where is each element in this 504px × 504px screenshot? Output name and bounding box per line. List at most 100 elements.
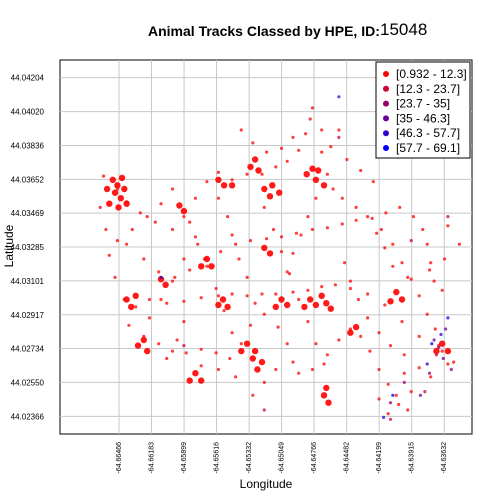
legend-marker — [383, 145, 389, 151]
data-point — [440, 349, 444, 353]
data-point — [170, 349, 175, 353]
data-point — [278, 296, 285, 303]
data-point — [352, 323, 360, 331]
data-point — [130, 227, 134, 232]
data-point — [271, 227, 276, 232]
data-point — [266, 250, 274, 257]
data-point — [306, 288, 310, 292]
y-tick-label: 44.03652 — [11, 175, 45, 184]
data-point — [248, 239, 253, 243]
x-tick-label: -64.66183 — [148, 442, 155, 474]
data-point — [354, 218, 358, 222]
series-5 — [159, 95, 443, 419]
data-point — [192, 370, 199, 377]
data-point — [301, 303, 308, 311]
data-point — [219, 250, 223, 254]
data-point — [238, 347, 245, 355]
data-point — [433, 347, 440, 355]
data-point — [184, 351, 188, 355]
series-2 — [182, 135, 450, 421]
data-point — [182, 299, 186, 303]
data-point — [425, 312, 429, 316]
x-tick-label: -64.64199 — [376, 442, 383, 474]
data-point — [215, 176, 222, 183]
data-point — [226, 215, 230, 219]
legend-marker — [383, 115, 389, 122]
series-4 — [418, 327, 448, 397]
x-tick-label: -64.65899 — [181, 442, 188, 474]
data-point — [237, 257, 241, 261]
y-tick-label: 44.03101 — [11, 277, 45, 286]
x-tick-label: -64.64766 — [311, 442, 318, 474]
data-point — [377, 397, 381, 401]
data-point — [393, 288, 400, 296]
data-point — [386, 412, 390, 416]
data-point — [251, 141, 255, 145]
data-point — [153, 220, 157, 224]
data-point — [417, 366, 421, 370]
data-point — [132, 292, 139, 299]
data-point — [266, 193, 274, 200]
data-point — [356, 297, 360, 302]
data-point — [205, 180, 209, 184]
y-tick-labels: 44.04204 44.04020 44.03836 44.03652 44.03469… — [11, 74, 45, 422]
data-point — [427, 371, 432, 375]
data-point — [230, 233, 234, 237]
data-point — [157, 270, 161, 274]
data-point — [279, 235, 284, 239]
data-point — [423, 390, 427, 394]
data-point — [402, 380, 406, 384]
data-point — [170, 187, 175, 191]
data-point — [98, 205, 102, 209]
data-point — [425, 362, 429, 366]
data-point — [323, 384, 330, 392]
data-point — [216, 170, 220, 174]
data-point — [182, 257, 186, 261]
data-point — [402, 353, 406, 357]
data-point — [104, 227, 108, 232]
data-point — [134, 342, 142, 349]
data-point — [109, 176, 117, 183]
data-point — [284, 301, 291, 309]
data-point — [337, 135, 341, 139]
data-point — [340, 196, 344, 200]
data-point — [193, 235, 197, 239]
data-point — [157, 342, 161, 346]
data-point — [188, 268, 192, 272]
data-point — [127, 323, 131, 327]
x-tick-label: -64.64482 — [344, 442, 351, 474]
legend-label: [46.3 - 57.7] — [396, 126, 460, 140]
data-point — [245, 172, 249, 176]
data-point — [220, 182, 228, 189]
data-point — [291, 290, 295, 294]
legend-label: [23.7 - 35] — [396, 97, 450, 111]
data-point — [118, 174, 126, 182]
data-point — [402, 371, 406, 375]
data-point — [386, 382, 390, 386]
data-point — [269, 182, 276, 189]
y-tick-label: 44.02917 — [11, 311, 45, 320]
legend-box — [375, 61, 471, 159]
data-point — [418, 393, 422, 397]
data-point — [312, 301, 320, 309]
data-point — [421, 227, 425, 232]
data-point — [318, 292, 325, 299]
data-point — [306, 320, 310, 324]
y-axis-title: Latitude — [2, 224, 16, 267]
data-point — [370, 216, 374, 220]
data-point — [230, 292, 234, 296]
data-point — [409, 239, 413, 243]
data-point — [234, 375, 238, 379]
data-point — [214, 351, 218, 355]
data-point — [251, 347, 259, 355]
data-point — [103, 185, 111, 193]
data-point — [254, 366, 261, 373]
data-point — [434, 353, 438, 357]
data-point — [144, 347, 151, 355]
data-point — [125, 242, 129, 246]
data-point — [114, 182, 121, 189]
data-point — [147, 297, 152, 302]
y-tick-label: 44.04204 — [11, 74, 45, 83]
data-point — [391, 393, 395, 397]
data-point — [457, 242, 461, 246]
